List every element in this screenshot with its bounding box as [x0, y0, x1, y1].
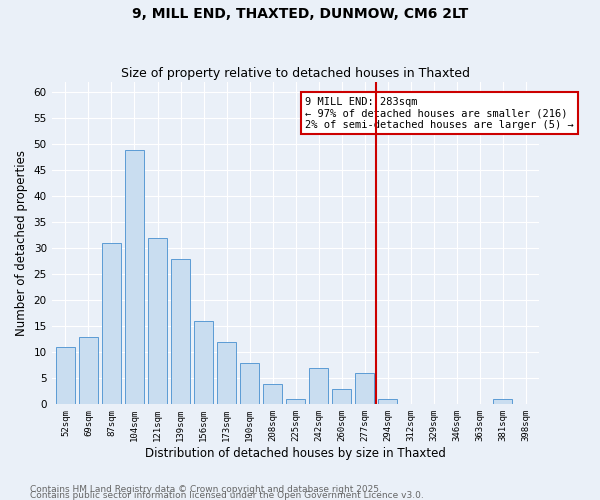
Bar [493, 399, 512, 404]
Bar [378, 399, 397, 404]
Bar [79, 337, 98, 404]
Bar [148, 238, 167, 404]
Text: Contains HM Land Registry data © Crown copyright and database right 2025.: Contains HM Land Registry data © Crown c… [30, 484, 382, 494]
Bar [355, 373, 374, 404]
Bar [125, 150, 144, 404]
Bar [102, 243, 121, 404]
Bar [217, 342, 236, 404]
Text: 9, MILL END, THAXTED, DUNMOW, CM6 2LT: 9, MILL END, THAXTED, DUNMOW, CM6 2LT [132, 8, 468, 22]
Bar [332, 388, 352, 404]
Text: Contains public sector information licensed under the Open Government Licence v3: Contains public sector information licen… [30, 490, 424, 500]
Bar [286, 399, 305, 404]
Bar [240, 362, 259, 405]
Bar [263, 384, 283, 404]
X-axis label: Distribution of detached houses by size in Thaxted: Distribution of detached houses by size … [145, 447, 446, 460]
Bar [56, 347, 75, 405]
Y-axis label: Number of detached properties: Number of detached properties [15, 150, 28, 336]
Bar [194, 321, 214, 404]
Bar [171, 259, 190, 404]
Text: 9 MILL END: 283sqm
← 97% of detached houses are smaller (216)
2% of semi-detache: 9 MILL END: 283sqm ← 97% of detached hou… [305, 96, 574, 130]
Title: Size of property relative to detached houses in Thaxted: Size of property relative to detached ho… [121, 66, 470, 80]
Bar [309, 368, 328, 405]
